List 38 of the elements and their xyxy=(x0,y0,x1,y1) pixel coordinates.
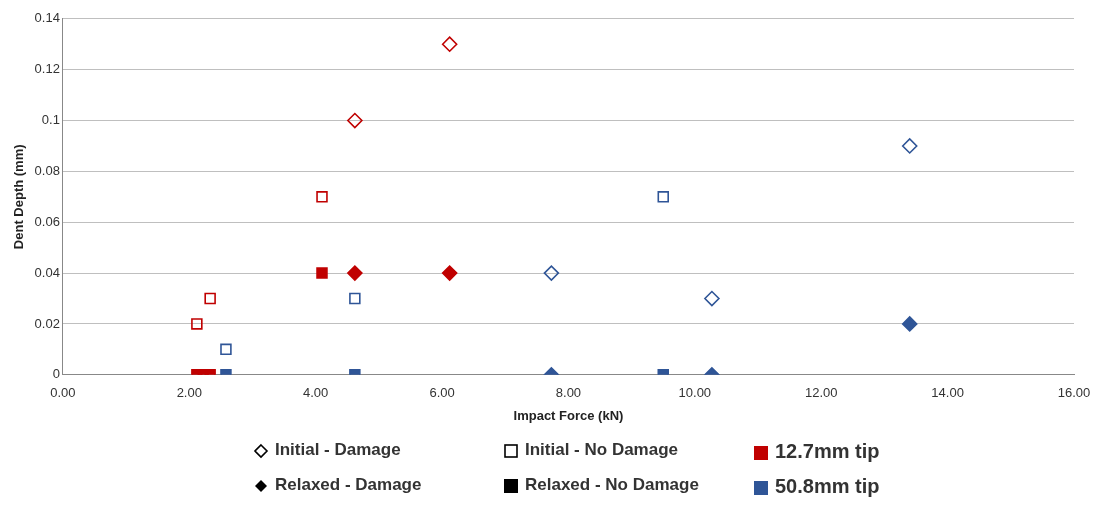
x-tick-label: 8.00 xyxy=(555,385,582,401)
point xyxy=(901,138,918,154)
y-tick-label: 0.08 xyxy=(34,162,60,178)
text: 50.8mm tip xyxy=(775,475,880,497)
point xyxy=(543,265,560,281)
x-axis-title: Impact Force (kN) xyxy=(513,407,624,423)
text: Initial - Damage xyxy=(275,440,401,459)
y-tick-label: 0.04 xyxy=(34,264,60,280)
x-tick-label: 0.00 xyxy=(50,385,76,401)
point xyxy=(657,191,669,203)
point xyxy=(316,267,328,279)
y-tick-label: 0.02 xyxy=(34,315,60,331)
point xyxy=(441,265,458,281)
point xyxy=(704,290,720,307)
point xyxy=(204,292,216,305)
x-tick-label: 12.00 xyxy=(804,385,838,401)
y-tick-label: 0.1 xyxy=(41,112,60,128)
text: Relaxed - No Damage xyxy=(525,475,699,494)
point xyxy=(316,191,328,203)
text: Initial - No Damage xyxy=(525,440,679,459)
y-tick-label: 0.06 xyxy=(34,213,60,229)
text: 12.7mm tip xyxy=(775,440,880,462)
x-tick-label: 14.00 xyxy=(931,385,964,401)
y-tick-label: 0 xyxy=(52,366,60,382)
x-tick-label: 2.00 xyxy=(176,385,202,401)
x-tick-label: 16.00 xyxy=(1057,385,1091,401)
point xyxy=(191,318,203,330)
y-tick-label: 0.14 xyxy=(34,10,60,26)
text: Relaxed - Damage xyxy=(275,475,422,494)
x-tick-label: 10.00 xyxy=(678,385,712,401)
point xyxy=(901,316,918,332)
y-tick-label: 0.12 xyxy=(34,61,60,77)
point xyxy=(349,292,361,305)
point xyxy=(347,265,363,281)
y-axis-title: Dent Depth (mm) xyxy=(11,144,27,250)
x-tick-label: 4.00 xyxy=(303,385,329,401)
point xyxy=(347,112,363,129)
x-tick-label: 6.00 xyxy=(429,385,455,401)
